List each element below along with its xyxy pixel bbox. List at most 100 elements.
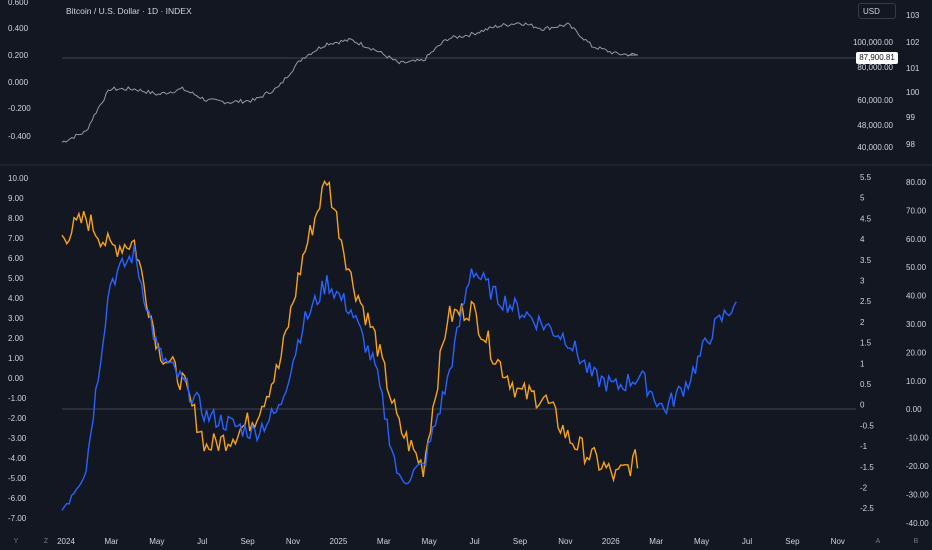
price-panel[interactable]: Bitcoin / U.S. Dollar · 1D · INDEX 0.600… xyxy=(8,0,920,152)
indicator-right-tick: 40.00 xyxy=(906,292,927,301)
price-right-tick: 48,000.00 xyxy=(857,121,893,130)
indicator-right-tick: 0.00 xyxy=(906,405,922,414)
indicator-left-tick: -2.00 xyxy=(8,414,27,423)
indicator-left-tick: 0.00 xyxy=(8,374,24,383)
time-axis-tick: Mar xyxy=(649,537,663,546)
time-axis-tick: Nov xyxy=(558,537,572,546)
price-far-right-tick: 100 xyxy=(906,88,920,97)
indicator-mid-tick: 2.5 xyxy=(860,297,872,306)
indicator-mid-tick: 1.5 xyxy=(860,339,872,348)
indicator-left-tick: -4.00 xyxy=(8,454,27,463)
time-axis-tick: Sep xyxy=(785,537,800,546)
indicator-mid-tick: -2 xyxy=(860,484,868,493)
time-axis[interactable]: 2024 Mar May Jul Sep Nov 2025 Mar May Jul Sep Nov 20… xyxy=(57,537,845,546)
price-left-tick: -0.400 xyxy=(8,132,31,141)
indicator-right-tick: -30.00 xyxy=(906,490,929,499)
time-axis-tick: Mar xyxy=(105,537,119,546)
price-left-tick: 0.200 xyxy=(8,51,29,60)
indicator-mid-tick: 2 xyxy=(860,318,865,327)
indicator-mid-tick: 4.5 xyxy=(860,214,872,223)
price-far-right-tick: 102 xyxy=(906,38,920,47)
indicator-right-tick: 30.00 xyxy=(906,320,927,329)
currency-selector[interactable]: USD xyxy=(858,3,896,19)
symbol-title: Bitcoin / U.S. Dollar · 1D · INDEX xyxy=(66,6,192,16)
indicator-mid-tick: 5 xyxy=(860,194,865,203)
corner-button-right-2[interactable]: B xyxy=(913,538,919,545)
indicator-right-axis: 80.00 70.00 60.00 50.00 40.00 30.00 20.00 10.00… xyxy=(906,178,929,528)
indicator-left-tick: 9.00 xyxy=(8,194,24,203)
indicator-right-tick: -40.00 xyxy=(906,519,929,528)
time-axis-tick: May xyxy=(149,537,164,546)
indicator-right-tick: 20.00 xyxy=(906,348,927,357)
indicator-left-tick: 6.00 xyxy=(8,254,24,263)
price-left-tick: 0.600 xyxy=(8,0,29,7)
indicator-left-tick: 2.00 xyxy=(8,334,24,343)
indicator-left-tick: -1.00 xyxy=(8,394,27,403)
indicator-mid-tick: 3.5 xyxy=(860,256,872,265)
time-axis-tick: 2026 xyxy=(602,537,620,546)
indicator-mid-tick: 5.5 xyxy=(860,173,872,182)
indicator-mid-tick: 4 xyxy=(860,235,865,244)
indicator-left-tick: -7.00 xyxy=(8,514,27,523)
indicator-panel[interactable]: 10.009.008.007.006.005.004.003.002.001.0… xyxy=(8,173,929,528)
indicator-left-tick: 1.00 xyxy=(8,354,24,363)
indicator-left-axis: 10.00 9.00 8.00 7.00 6.00 5.00 4.00 3.00 2.00 1.0… xyxy=(8,174,29,523)
corner-button-right-1[interactable]: A xyxy=(875,538,881,545)
indicator-mid-tick: -2.5 xyxy=(860,504,874,513)
corner-button-left-2[interactable]: Z xyxy=(43,538,49,545)
time-axis-tick: Jul xyxy=(469,537,479,546)
indicator-left-tick: -6.00 xyxy=(8,494,27,503)
indicator-right-tick: 70.00 xyxy=(906,206,927,215)
price-left-tick: 0.000 xyxy=(8,78,29,87)
indicator-left-tick: -5.00 xyxy=(8,474,27,483)
price-far-right-tick: 103 xyxy=(906,11,920,20)
price-right-tick: 100,000.00 xyxy=(853,38,894,47)
price-right-axis: 100,000.00 80,000.00 60,000.00 48,000.00 40,… xyxy=(853,38,894,152)
indicator-mid-tick: 0.5 xyxy=(860,380,872,389)
time-axis-tick: May xyxy=(422,537,437,546)
indicator-left-tick: -3.00 xyxy=(8,434,27,443)
price-far-right-tick: 99 xyxy=(906,113,915,122)
price-far-right-axis: 103 102 101 100 99 98 xyxy=(906,11,920,149)
indicator-left-tick: 3.00 xyxy=(8,314,24,323)
time-axis-tick: Sep xyxy=(240,537,255,546)
time-axis-tick: Sep xyxy=(513,537,528,546)
last-price-label: 87,900.81 xyxy=(856,52,898,64)
price-right-tick: 60,000.00 xyxy=(857,96,893,105)
time-axis-tick: Jul xyxy=(197,537,207,546)
indicator-left-tick: 8.00 xyxy=(8,214,24,223)
corner-button-left-1[interactable]: Y xyxy=(13,538,19,545)
indicator-right-tick: 80.00 xyxy=(906,178,927,187)
indicator-right-tick: -10.00 xyxy=(906,434,929,443)
indicator-left-tick: 4.00 xyxy=(8,294,24,303)
price-left-axis: 0.600 0.400 0.200 0.000 -0.200 -0.400 xyxy=(8,0,31,141)
indicator-left-tick: 7.00 xyxy=(8,234,24,243)
indicator-right-tick: -20.00 xyxy=(906,462,929,471)
price-right-tick: 80,000.00 xyxy=(857,63,893,72)
indicator-left-tick: 10.00 xyxy=(8,174,29,183)
indicator-mid-tick: 0 xyxy=(860,401,865,410)
price-left-tick: -0.200 xyxy=(8,104,31,113)
price-far-right-tick: 98 xyxy=(906,140,915,149)
price-series-line[interactable] xyxy=(61,22,639,143)
time-axis-tick: 2024 xyxy=(57,537,75,546)
indicator-mid-tick: 1 xyxy=(860,359,865,368)
indicator-right-tick: 10.00 xyxy=(906,377,927,386)
time-axis-tick: Mar xyxy=(377,537,391,546)
time-axis-tick: May xyxy=(694,537,709,546)
indicator-mid-tick: 3 xyxy=(860,277,865,286)
indicator-mid-tick: -1.5 xyxy=(860,463,874,472)
price-far-right-tick: 101 xyxy=(906,64,920,73)
time-axis-tick: Nov xyxy=(286,537,300,546)
time-axis-tick: Nov xyxy=(831,537,845,546)
price-right-tick: 40,000.00 xyxy=(857,143,893,152)
time-axis-tick: 2025 xyxy=(330,537,348,546)
indicator-mid-tick: -1 xyxy=(860,442,868,451)
indicator-right-tick: 50.00 xyxy=(906,263,927,272)
indicator-mid-axis: 5.5 5 4.5 4 3.5 3 2.5 2 1.5 1 0.5 0 -0.5 -1 -1.5 -2 -2.5 xyxy=(860,173,874,513)
indicator-left-tick: 5.00 xyxy=(8,274,24,283)
blue-series-line[interactable] xyxy=(61,245,737,511)
indicator-mid-tick: -0.5 xyxy=(860,421,874,430)
price-left-tick: 0.400 xyxy=(8,24,29,33)
